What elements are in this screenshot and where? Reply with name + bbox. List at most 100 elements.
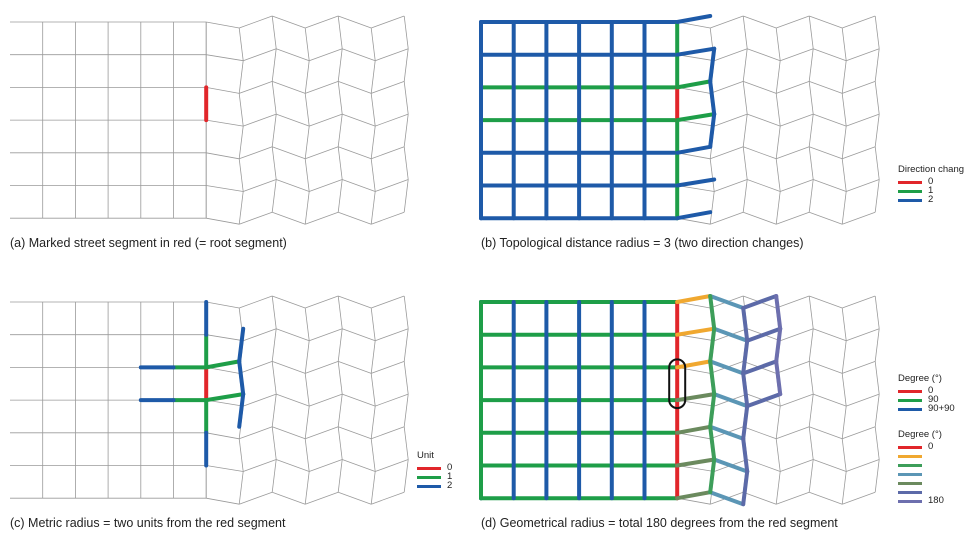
street-segment	[371, 159, 375, 192]
geo-segment	[677, 329, 714, 335]
street-segment	[371, 492, 404, 504]
street-segment	[875, 296, 879, 329]
legend-swatch	[898, 464, 922, 467]
street-segment	[743, 147, 776, 159]
street-segment	[846, 394, 879, 406]
street-segment	[842, 296, 875, 308]
legend-swatch	[898, 199, 922, 202]
street-segment	[272, 460, 276, 493]
street-segment	[276, 180, 309, 192]
geo-segment	[776, 329, 780, 362]
street-segment	[842, 192, 846, 225]
street-segment	[846, 49, 879, 61]
legend-swatch	[417, 467, 441, 470]
street-segment	[338, 361, 371, 373]
legend-title: Direction chang	[898, 165, 964, 175]
geo-segment	[743, 439, 747, 472]
legend-item	[898, 461, 944, 470]
street-segment	[239, 16, 272, 28]
street-segment	[375, 180, 408, 192]
street-segment	[239, 439, 243, 472]
street-segment	[206, 466, 243, 472]
legend-title: Unit	[417, 451, 452, 461]
legend-swatch	[898, 190, 922, 193]
street-segment	[243, 180, 276, 192]
street-segment	[743, 427, 776, 439]
street-segment	[305, 147, 338, 159]
street-segment	[875, 49, 879, 82]
street-segment	[809, 147, 842, 159]
street-segment	[305, 439, 309, 472]
street-segment	[276, 460, 309, 472]
street-segment	[243, 394, 276, 406]
street-segment	[342, 180, 375, 192]
geo-segment	[710, 329, 714, 362]
street-segment	[272, 296, 276, 329]
street-segment	[239, 296, 272, 308]
street-segment	[338, 427, 342, 460]
street-segment	[776, 28, 780, 61]
legend-swatch	[417, 485, 441, 488]
street-segment	[776, 126, 780, 159]
street-segment	[371, 81, 404, 93]
street-segment	[842, 472, 846, 505]
street-segment	[272, 427, 276, 460]
street-segment	[842, 61, 846, 94]
street-segment	[780, 329, 813, 341]
street-segment	[743, 180, 747, 213]
street-segment	[875, 427, 879, 460]
street-segment	[809, 296, 813, 329]
topo-segment	[677, 16, 710, 22]
street-segment	[780, 460, 813, 472]
street-segment	[776, 427, 809, 439]
street-segment	[309, 180, 342, 192]
topo-segment	[677, 212, 710, 218]
street-segment	[309, 394, 342, 406]
geo-segment	[677, 296, 710, 302]
geo-segment	[776, 296, 780, 329]
street-segment	[776, 361, 809, 373]
legend-swatch	[898, 500, 922, 503]
street-segment	[404, 394, 408, 427]
street-segment	[305, 472, 309, 505]
legend-label: 90+90	[928, 404, 955, 414]
street-segment	[404, 114, 408, 147]
street-segment	[747, 114, 780, 126]
street-segment	[404, 460, 408, 493]
legend-swatch	[898, 181, 922, 184]
metric-segment	[239, 329, 243, 362]
street-segment	[305, 361, 338, 373]
street-segment	[371, 192, 375, 225]
topo-segment	[677, 81, 710, 87]
street-segment	[813, 180, 846, 192]
street-segment	[743, 212, 776, 224]
street-segment	[842, 439, 846, 472]
street-segment	[305, 16, 338, 28]
street-segment	[272, 427, 305, 439]
street-segment	[404, 427, 408, 460]
legend-c: Unit 0 1 2	[417, 451, 452, 491]
street-segment	[743, 16, 776, 28]
street-segment	[747, 180, 780, 192]
street-segment	[272, 492, 305, 504]
street-segment	[338, 296, 371, 308]
street-segment	[371, 361, 404, 373]
legend-item	[898, 479, 944, 488]
street-segment	[776, 192, 780, 225]
street-segment	[404, 81, 408, 114]
street-segment	[842, 28, 846, 61]
street-segment	[239, 212, 272, 224]
street-segment	[776, 492, 809, 504]
legend-item	[898, 452, 944, 461]
caption-b: (b) Topological distance radius = 3 (two…	[481, 236, 804, 250]
street-segment	[743, 49, 747, 82]
legend-item: 2	[898, 196, 964, 205]
street-segment	[710, 159, 714, 192]
street-segment	[375, 49, 408, 61]
street-segment	[842, 93, 846, 126]
street-segment	[743, 81, 747, 114]
street-segment	[272, 361, 276, 394]
street-segment	[276, 49, 309, 61]
street-segment	[305, 427, 338, 439]
